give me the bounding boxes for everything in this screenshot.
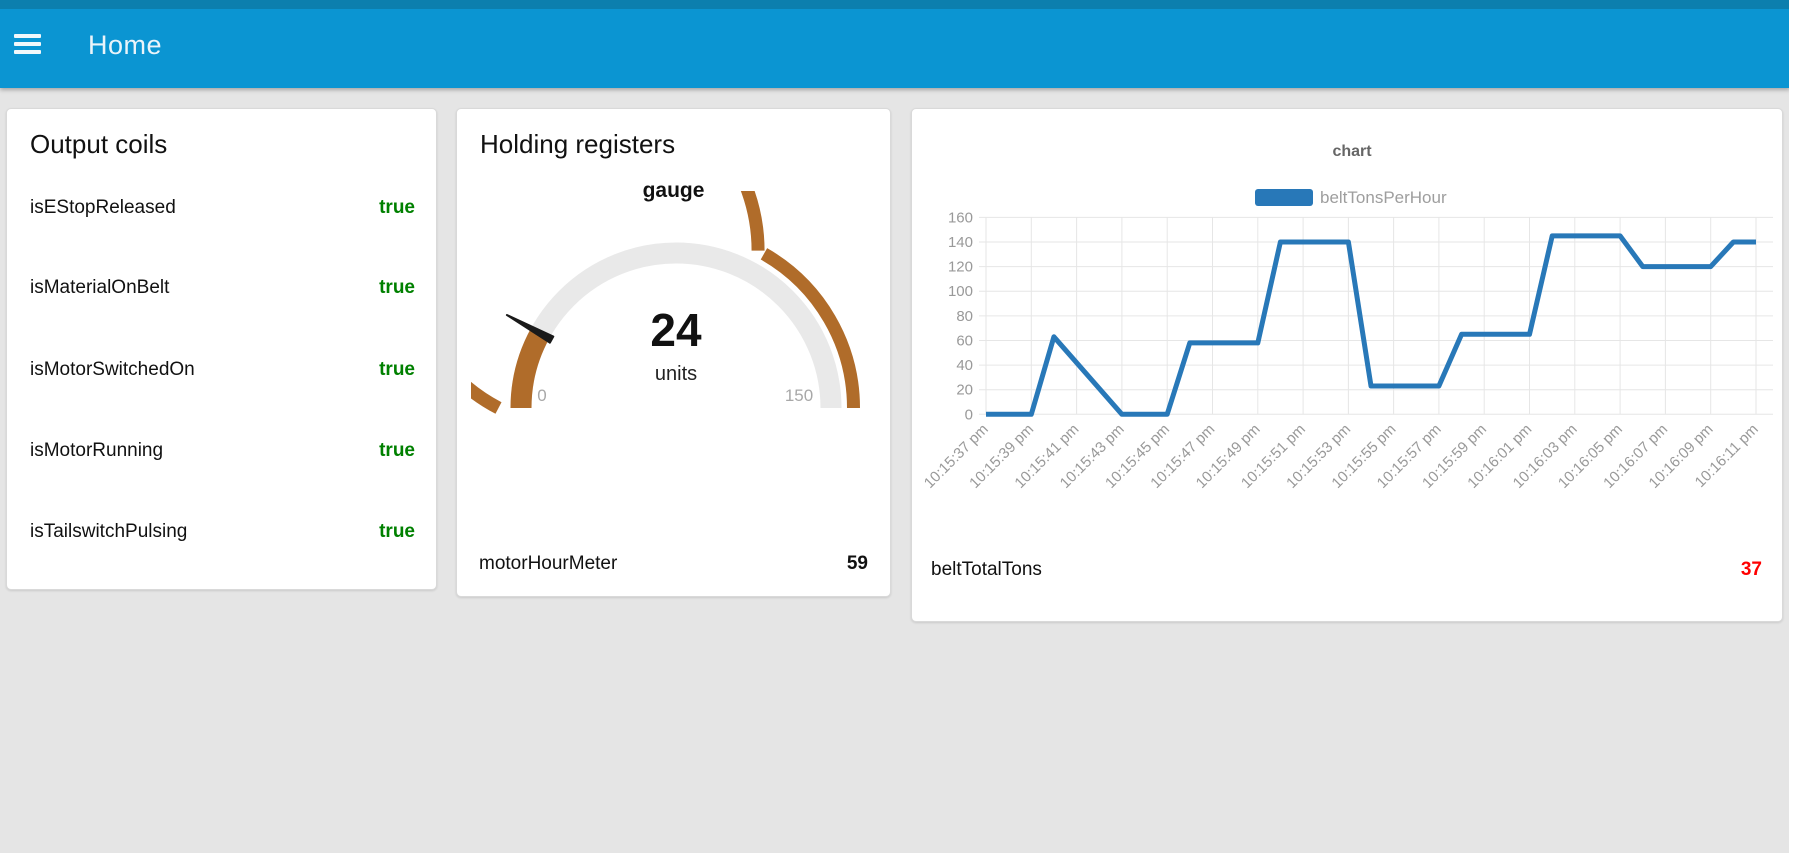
gauge-widget: 0 150 24 units — [471, 191, 860, 414]
svg-text:80: 80 — [956, 308, 973, 325]
output-coils-card: Output coils isEStopReleased true isMateri… — [6, 108, 437, 590]
coil-value: true — [379, 197, 415, 218]
total-row: beltTotalTons 37 — [912, 559, 1782, 585]
svg-text:40: 40 — [956, 357, 973, 374]
page-title: Home — [88, 30, 163, 60]
hamburger-icon — [14, 42, 41, 46]
gauge-value: 24 — [650, 304, 702, 356]
menu-button[interactable] — [14, 34, 41, 54]
coil-value: true — [379, 521, 415, 542]
coil-label: isEStopReleased — [30, 197, 176, 218]
chart-title: chart — [1332, 143, 1372, 160]
holding-registers-card: Holding registers gauge 0 150 24 units m… — [456, 108, 891, 597]
hamburger-icon — [14, 50, 41, 54]
meter-label: motorHourMeter — [479, 553, 618, 574]
coil-label: isMotorSwitchedOn — [30, 359, 195, 380]
chart-y-axis-labels: 0 20 40 60 80 100 120 140 160 — [948, 209, 973, 423]
svg-text:160: 160 — [948, 209, 973, 226]
app-header: Home — [0, 0, 1790, 88]
total-label: beltTotalTons — [931, 559, 1042, 580]
gauge-max-label: 150 — [785, 386, 813, 405]
gauge-min-label: 0 — [537, 386, 546, 405]
coil-value: true — [379, 440, 415, 461]
svg-text:100: 100 — [948, 283, 973, 300]
coil-row: isTailswitchPulsing true — [7, 521, 436, 547]
coil-label: isTailswitchPulsing — [30, 521, 188, 542]
coil-label: isMaterialOnBelt — [30, 277, 170, 298]
gauge-units: units — [655, 363, 697, 385]
gauge-value-arc — [510, 328, 550, 409]
svg-text:20: 20 — [956, 382, 973, 399]
svg-text:140: 140 — [948, 234, 973, 251]
card-title: Output coils — [30, 129, 168, 159]
header-top-strip — [0, 0, 1790, 9]
gauge-label: gauge — [642, 179, 705, 202]
scrollbar-track[interactable] — [1789, 0, 1796, 853]
meter-value: 59 — [846, 553, 868, 574]
coil-row: isEStopReleased true — [7, 197, 436, 223]
coil-value: true — [379, 359, 415, 380]
series-line — [986, 233, 1756, 417]
total-value: 37 — [1740, 559, 1762, 580]
coil-value: true — [379, 277, 415, 298]
legend-swatch — [1255, 189, 1313, 206]
coil-row: isMotorRunning true — [7, 440, 436, 466]
coil-label: isMotorRunning — [30, 440, 164, 461]
coil-row: isMotorSwitchedOn true — [7, 359, 436, 385]
chart-series — [986, 233, 1756, 417]
svg-text:0: 0 — [965, 406, 973, 423]
meter-row: motorHourMeter 59 — [457, 553, 890, 579]
gauge-outer-arc — [760, 248, 860, 409]
chart-card: chart beltTonsPerHour 0 20 40 60 80 100 120 140… — [911, 108, 1783, 622]
legend-series-name: beltTonsPerHour — [1320, 188, 1447, 207]
svg-text:60: 60 — [956, 333, 973, 350]
svg-text:120: 120 — [948, 259, 973, 276]
hamburger-icon — [14, 34, 41, 38]
gauge-needle — [505, 314, 555, 344]
card-title: Holding registers — [480, 129, 676, 159]
coil-row: isMaterialOnBelt true — [7, 277, 436, 303]
line-chart: 0 20 40 60 80 100 120 140 160 10:15:37 pm10:15:3… — [921, 209, 1773, 492]
